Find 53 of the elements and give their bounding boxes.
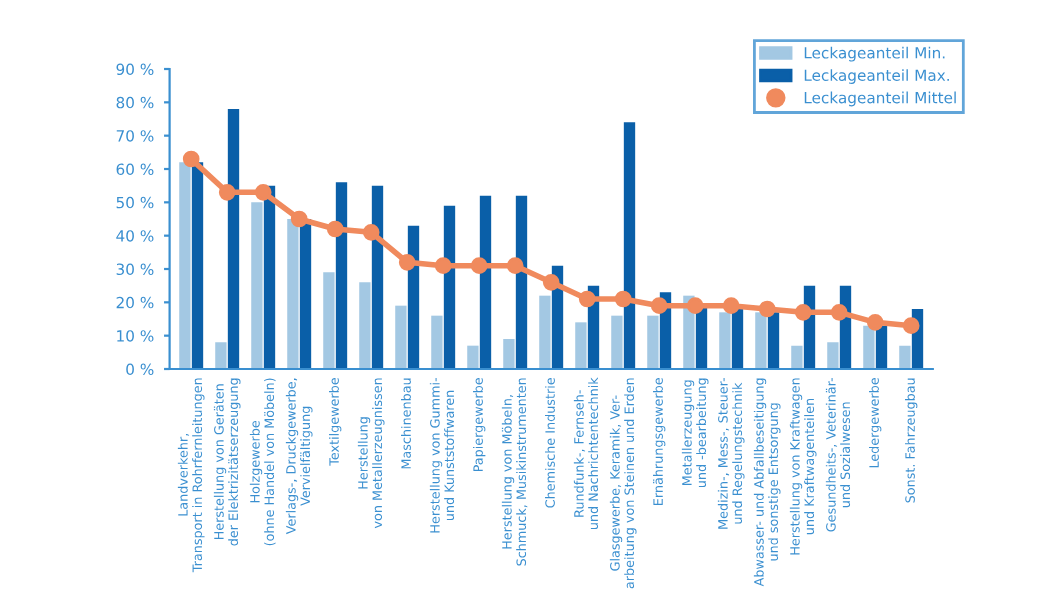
point [326, 220, 344, 238]
bar [647, 315, 659, 369]
bar [371, 185, 384, 369]
bar [263, 185, 276, 369]
bar [287, 219, 299, 369]
bar [827, 342, 839, 369]
bar [431, 315, 443, 369]
bar [791, 345, 803, 369]
bar [227, 109, 240, 369]
point [506, 257, 524, 274]
bar [359, 282, 371, 369]
point [578, 290, 596, 308]
bar [479, 195, 492, 369]
point [686, 297, 704, 314]
bar [191, 162, 204, 369]
point [830, 304, 848, 321]
bar [863, 325, 875, 369]
point [398, 254, 416, 271]
bar [215, 342, 227, 369]
point [650, 297, 668, 314]
bar [467, 345, 479, 369]
bar [875, 325, 888, 369]
point [182, 150, 200, 168]
bar [755, 312, 767, 369]
bar [299, 219, 312, 369]
bar [395, 305, 407, 369]
point [902, 317, 920, 334]
point [722, 297, 740, 314]
point [290, 210, 308, 228]
bar [539, 295, 551, 369]
point [470, 257, 488, 274]
bar [251, 202, 263, 369]
bar [623, 122, 636, 369]
point [254, 184, 272, 201]
point [542, 274, 560, 291]
point [434, 257, 452, 274]
point [218, 184, 236, 201]
bar [575, 322, 587, 369]
point [614, 290, 632, 308]
bar [443, 205, 456, 369]
bar [719, 312, 731, 369]
point [866, 314, 884, 331]
bar [323, 272, 335, 369]
point [794, 304, 812, 321]
bar [335, 182, 348, 369]
bar [611, 315, 623, 369]
bar [179, 162, 191, 369]
bar [515, 195, 528, 369]
point [362, 224, 380, 241]
bar [767, 312, 780, 369]
bar [503, 339, 515, 369]
bar [899, 345, 911, 369]
point [758, 300, 776, 318]
